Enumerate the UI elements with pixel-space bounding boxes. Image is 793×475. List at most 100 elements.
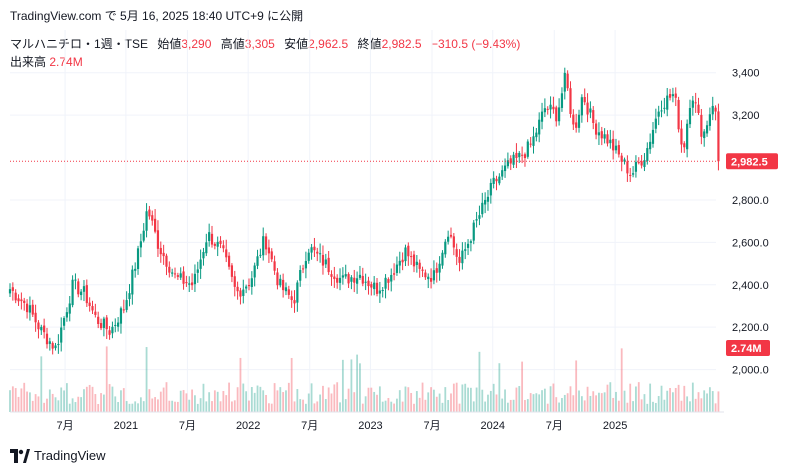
candle-body bbox=[651, 129, 655, 144]
footer-brand[interactable]: TradingView bbox=[10, 448, 106, 463]
candle-body bbox=[216, 241, 219, 247]
volume-bar bbox=[703, 390, 706, 412]
candle-body bbox=[481, 202, 484, 215]
candle-body bbox=[222, 245, 225, 249]
candle-body bbox=[358, 274, 362, 278]
candle-body bbox=[367, 280, 370, 287]
candle-body bbox=[171, 272, 174, 274]
candle-body bbox=[82, 286, 86, 292]
volume-bar bbox=[341, 359, 344, 412]
volume-bar bbox=[506, 402, 509, 412]
candle-body bbox=[432, 270, 436, 281]
high-value: 3,305 bbox=[244, 37, 275, 51]
volume-label: 出来高 bbox=[10, 55, 47, 69]
candle-body bbox=[560, 93, 564, 108]
candle-body bbox=[666, 95, 669, 110]
candle-body bbox=[154, 218, 157, 232]
volume-bar bbox=[148, 389, 151, 412]
candle-body bbox=[276, 272, 279, 286]
candle-body bbox=[347, 274, 350, 284]
candle-body bbox=[142, 230, 145, 241]
volume-bar bbox=[225, 395, 228, 412]
volume-bar bbox=[270, 403, 273, 412]
candle-body bbox=[705, 125, 709, 134]
volume-bar bbox=[196, 403, 199, 412]
volume-bar bbox=[83, 389, 85, 412]
volume-bar bbox=[424, 399, 427, 412]
volume-bar bbox=[231, 401, 233, 412]
candle-body bbox=[185, 282, 188, 284]
volume-bar bbox=[194, 395, 196, 412]
volume-bar bbox=[108, 384, 111, 412]
volume-bar bbox=[117, 402, 120, 412]
price-tick-label: 2,000.0 bbox=[732, 365, 769, 377]
volume-bar bbox=[262, 390, 265, 412]
volume-bar bbox=[265, 394, 267, 412]
candle-body bbox=[378, 290, 381, 294]
candle-body bbox=[77, 281, 80, 295]
time-axis[interactable]: 7月 2021 7月 2022 7月 2023 7月 2024 7月 2025 bbox=[57, 420, 628, 432]
volume-bar bbox=[176, 401, 179, 412]
volume-bar bbox=[370, 387, 373, 412]
candle-body bbox=[60, 327, 63, 343]
candle-body bbox=[515, 152, 518, 158]
candle-body bbox=[381, 290, 384, 292]
volume-bar bbox=[674, 387, 677, 412]
candle-body bbox=[558, 107, 561, 122]
volume-bar bbox=[598, 392, 600, 412]
candle-body bbox=[575, 122, 578, 128]
candle-body bbox=[267, 247, 271, 254]
candle-body bbox=[660, 110, 663, 112]
volume-bar bbox=[242, 383, 245, 412]
volume-bar bbox=[162, 387, 165, 412]
candle-body bbox=[478, 215, 481, 219]
volume-bar bbox=[302, 399, 304, 412]
volume-bar bbox=[700, 398, 703, 412]
candle-body bbox=[717, 111, 720, 162]
candle-body bbox=[114, 324, 117, 326]
candle-body bbox=[136, 248, 140, 269]
candle-body bbox=[412, 254, 416, 267]
volume-bar bbox=[307, 393, 310, 412]
candle-body bbox=[304, 261, 307, 269]
volume-bar bbox=[85, 386, 88, 412]
volume-bar bbox=[458, 403, 461, 412]
candle-body bbox=[71, 279, 74, 306]
candle-body bbox=[333, 276, 336, 280]
candle-body bbox=[361, 275, 364, 284]
volume-bar bbox=[546, 403, 549, 412]
candle-body bbox=[384, 277, 387, 289]
price-axis[interactable]: 3,400 3,200 2,800.0 2,600.0 2,400.0 2,200.0 2,… bbox=[732, 68, 769, 377]
candle-body bbox=[654, 118, 657, 129]
volume-bar bbox=[649, 383, 652, 412]
open-label: 始値 bbox=[157, 37, 182, 51]
volume-bar bbox=[586, 386, 589, 412]
volume-bar bbox=[185, 393, 188, 412]
candles bbox=[8, 67, 720, 355]
candle-body bbox=[299, 270, 302, 281]
candle-body bbox=[429, 277, 433, 282]
candle-body bbox=[597, 132, 601, 136]
candle-body bbox=[145, 211, 148, 231]
volume-bar bbox=[316, 401, 319, 412]
candle-body bbox=[373, 282, 376, 290]
volume-bar bbox=[518, 386, 521, 412]
candle-body bbox=[301, 268, 305, 270]
volume-bar bbox=[139, 397, 142, 412]
candle-body bbox=[703, 131, 706, 139]
volume-bar bbox=[310, 383, 313, 412]
candle-body bbox=[168, 266, 171, 273]
volume-bar bbox=[188, 399, 191, 412]
volume-bar bbox=[609, 382, 612, 412]
candle-body bbox=[316, 251, 319, 254]
volume-bar bbox=[327, 387, 330, 412]
volume-bar bbox=[504, 389, 506, 412]
candle-body bbox=[176, 275, 179, 277]
volume-bar bbox=[521, 361, 524, 412]
time-tick-label: 2023 bbox=[358, 420, 382, 432]
candle-body bbox=[526, 141, 529, 157]
volume-bar bbox=[344, 399, 347, 412]
candle-body bbox=[80, 291, 83, 296]
volume-bar bbox=[694, 398, 697, 412]
